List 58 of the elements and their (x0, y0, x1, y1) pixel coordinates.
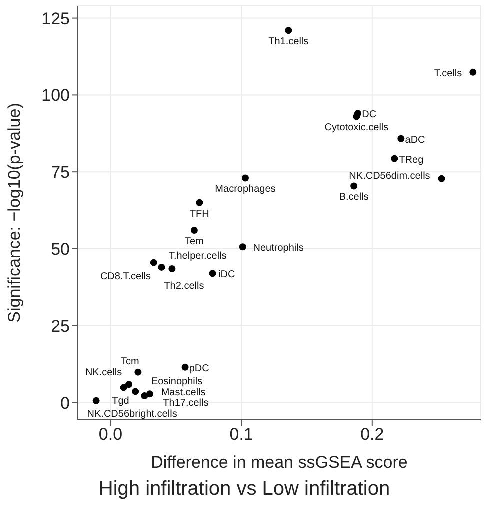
annotation: Macrophages (215, 184, 276, 196)
point (398, 135, 405, 142)
annotation: T.cells (434, 68, 462, 80)
point (120, 384, 128, 392)
annotation: Tem (185, 236, 204, 248)
point (391, 155, 398, 162)
annotation: NK.CD56bright.cells (87, 408, 178, 420)
point (285, 27, 292, 34)
point (242, 174, 249, 182)
text: High infiltration vs Low infiltration (98, 478, 392, 501)
annotation: Mast.cells (161, 388, 206, 399)
point (239, 244, 246, 251)
y-tick-label: 25 (51, 316, 70, 336)
y-tick-label: 0 (60, 394, 70, 413)
annotation: TReg (399, 154, 424, 166)
point (158, 264, 166, 271)
annotation: Eosinophils (151, 376, 203, 388)
point (134, 368, 142, 376)
annotation: Tgd (112, 396, 130, 408)
point (350, 182, 358, 190)
point (209, 270, 216, 278)
y-tick-label: 100 (42, 86, 70, 106)
annotation: Tcm (121, 356, 140, 368)
x-tick-label: 0.1 (230, 425, 254, 444)
annotation: iDC (218, 270, 236, 281)
point (470, 68, 477, 76)
y-tick-label: 125 (42, 9, 70, 28)
annotation: Th17.cells (163, 398, 209, 410)
x-tick-label: 0.0 (98, 425, 123, 444)
annotation: aDC (405, 134, 426, 146)
annotation: pDC (189, 363, 210, 374)
annotation: T.helper.cells (168, 250, 227, 262)
point (168, 265, 176, 272)
point (126, 381, 133, 388)
y-tick-label: 75 (51, 163, 70, 182)
annotation: NK.CD56dim.cells (349, 170, 430, 182)
annotation: B.cells (339, 192, 369, 204)
x-tick-label: 0.2 (360, 425, 384, 444)
annotation: NK.cells (85, 368, 122, 379)
x-axis-title: Difference in mean ssGSEA score (151, 453, 408, 472)
annotation: DC (362, 110, 377, 121)
annotation: TFH (190, 208, 210, 220)
point (438, 175, 446, 182)
point (146, 390, 154, 398)
point (92, 397, 100, 404)
point (182, 364, 189, 371)
annotation: CD8.T.cells (100, 271, 152, 282)
annotation: Th2.cells (164, 280, 204, 292)
point (150, 259, 158, 266)
point (132, 388, 140, 396)
point (196, 199, 204, 206)
point (354, 110, 362, 118)
annotation: Th1.cells (268, 36, 309, 48)
y-tick-label: 50 (51, 240, 70, 260)
point (190, 227, 198, 234)
annotation: Neutrophils (253, 243, 304, 254)
y-axis-title: Significance: −log10(p-value) (5, 103, 24, 323)
annotation: Cytotoxic.cells (324, 122, 389, 134)
